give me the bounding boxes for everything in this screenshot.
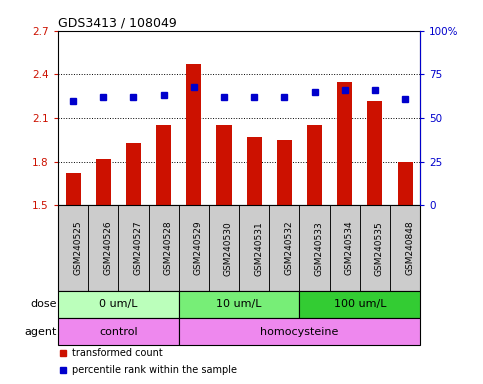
Bar: [126, 143, 141, 205]
Bar: [360, 205, 390, 291]
Bar: [330, 205, 360, 291]
Bar: [277, 140, 292, 205]
Text: GSM240529: GSM240529: [194, 221, 203, 275]
Text: agent: agent: [24, 327, 57, 337]
Text: GSM240532: GSM240532: [284, 221, 293, 275]
Bar: [88, 205, 118, 291]
Bar: [299, 291, 420, 318]
Bar: [156, 125, 171, 205]
Bar: [58, 318, 179, 345]
Text: GSM240528: GSM240528: [164, 221, 172, 275]
Text: GSM240533: GSM240533: [314, 221, 324, 276]
Text: GSM240531: GSM240531: [254, 221, 263, 276]
Text: GSM240525: GSM240525: [73, 221, 82, 275]
Text: GSM240527: GSM240527: [133, 221, 142, 275]
Bar: [337, 82, 352, 205]
Bar: [307, 125, 322, 205]
Bar: [398, 162, 412, 205]
Bar: [149, 205, 179, 291]
Bar: [368, 101, 383, 205]
Bar: [179, 205, 209, 291]
Text: GSM240534: GSM240534: [345, 221, 354, 275]
Text: GSM240848: GSM240848: [405, 221, 414, 275]
Bar: [216, 125, 231, 205]
Bar: [118, 205, 149, 291]
Text: GSM240530: GSM240530: [224, 221, 233, 276]
Text: control: control: [99, 327, 138, 337]
Bar: [96, 159, 111, 205]
Bar: [270, 205, 299, 291]
Bar: [58, 291, 179, 318]
Bar: [186, 64, 201, 205]
Text: percentile rank within the sample: percentile rank within the sample: [72, 365, 238, 375]
Bar: [239, 205, 270, 291]
Bar: [209, 205, 239, 291]
Text: transformed count: transformed count: [72, 348, 163, 358]
Text: homocysteine: homocysteine: [260, 327, 339, 337]
Bar: [299, 205, 330, 291]
Bar: [179, 318, 420, 345]
Text: GSM240526: GSM240526: [103, 221, 112, 275]
Text: 10 um/L: 10 um/L: [216, 300, 262, 310]
Bar: [66, 174, 81, 205]
Bar: [247, 137, 262, 205]
Text: 100 um/L: 100 um/L: [334, 300, 386, 310]
Bar: [58, 205, 88, 291]
Text: GDS3413 / 108049: GDS3413 / 108049: [58, 17, 177, 30]
Bar: [179, 291, 299, 318]
Bar: [390, 205, 420, 291]
Text: GSM240535: GSM240535: [375, 221, 384, 276]
Text: dose: dose: [30, 300, 57, 310]
Text: 0 um/L: 0 um/L: [99, 300, 138, 310]
